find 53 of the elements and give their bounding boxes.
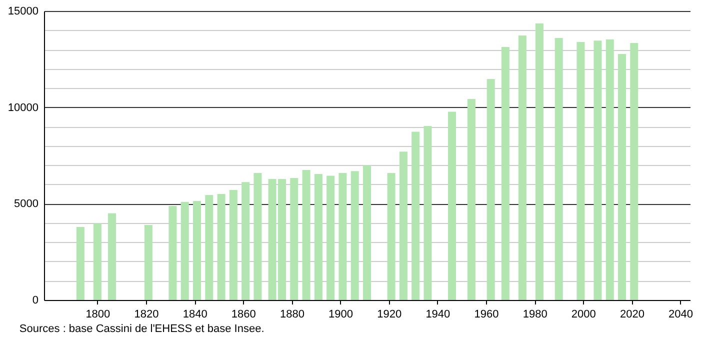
bar [108, 213, 116, 300]
bar [363, 165, 371, 300]
y-tick-label: 0 [32, 294, 38, 306]
bar [501, 47, 510, 300]
y-tick-label: 15000 [8, 6, 38, 18]
x-tick-label: 1920 [377, 308, 402, 320]
bar [254, 173, 262, 300]
bar [387, 173, 396, 300]
bar [606, 39, 614, 300]
x-tick-label: 1900 [328, 308, 354, 320]
x-tick-label: 1840 [182, 308, 208, 320]
bar [448, 112, 456, 300]
x-tick-label: 1940 [426, 308, 450, 320]
bar [314, 174, 322, 300]
bar [242, 182, 250, 300]
bar [205, 194, 214, 300]
bar [326, 176, 335, 300]
x-tick-label: 1960 [474, 308, 499, 320]
bar [399, 152, 408, 300]
bar [302, 170, 310, 300]
bar [193, 200, 201, 300]
bar [93, 223, 102, 300]
x-tick-label: 1820 [134, 308, 159, 320]
x-tick-label: 2020 [620, 308, 644, 320]
bar [229, 190, 238, 300]
bar [630, 42, 638, 300]
source-note: Sources : base Cassini de l'EHESS et base Insee. [19, 323, 264, 335]
x-tick-label: 1860 [231, 308, 256, 320]
y-tick-label: 5000 [14, 198, 38, 210]
bar [535, 23, 544, 300]
bar [168, 206, 177, 300]
bar [618, 54, 626, 300]
x-tick-label: 1980 [522, 308, 548, 320]
bar [576, 42, 585, 300]
bar [338, 173, 347, 300]
bar [467, 99, 476, 300]
x-tick-label: 2040 [668, 308, 694, 320]
bar [144, 225, 152, 300]
y-tick-label: 10000 [8, 102, 38, 114]
bar [76, 226, 84, 300]
bar [486, 79, 495, 300]
x-tick-label: 1880 [280, 308, 304, 320]
x-tick-label: 1800 [86, 308, 110, 320]
bar [290, 178, 298, 300]
bar [217, 194, 226, 300]
x-tick-label: 2000 [571, 308, 596, 320]
bar [180, 202, 189, 300]
bar [424, 126, 432, 300]
bar [594, 40, 602, 300]
bar [554, 38, 563, 300]
bar [350, 171, 359, 300]
bar [518, 35, 526, 300]
bar [412, 132, 420, 300]
